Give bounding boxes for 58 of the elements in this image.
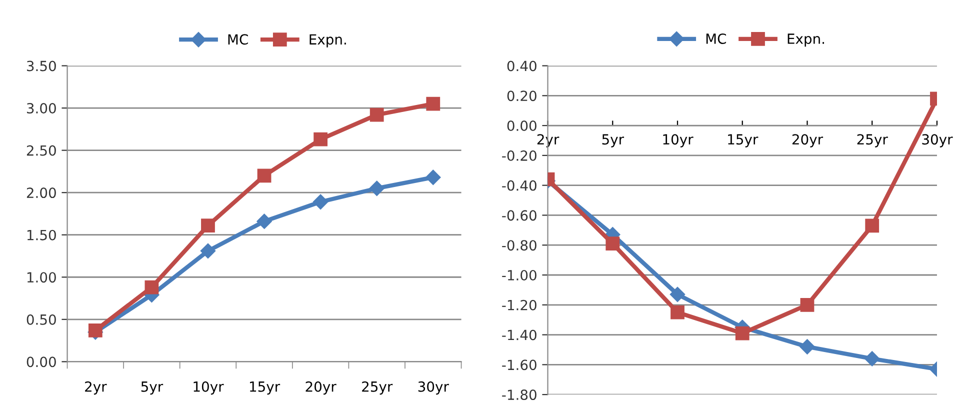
y-tick-label: -1.80: [502, 390, 536, 400]
point: [88, 323, 102, 338]
point: [670, 286, 686, 302]
point: [426, 170, 441, 185]
point: [370, 108, 384, 122]
x-tick-label: 10yr: [194, 381, 224, 395]
y-tick-label: -0.20: [502, 150, 536, 161]
x-tick-label: 5yr: [141, 382, 164, 395]
x-tick-label: 2yr: [537, 134, 560, 148]
point: [314, 132, 328, 146]
y-tick-label: -1.60: [502, 360, 536, 370]
x-tick-label: 20yr: [792, 134, 824, 148]
x-tick-label: 25yr: [857, 134, 888, 148]
y-tick-label: -1.40: [502, 330, 536, 340]
y-tick-label: 2.50: [26, 145, 56, 156]
y-tick-label: 2.00: [26, 188, 56, 198]
point: [800, 339, 815, 354]
point: [256, 214, 272, 229]
y-tick-label: -0.40: [502, 180, 536, 191]
point: [369, 180, 384, 196]
point: [865, 218, 880, 233]
x-tick-label: 30yr: [922, 134, 953, 148]
point: [735, 326, 750, 340]
legend-label: Expn.: [310, 34, 346, 48]
point: [312, 194, 328, 210]
y-tick-label: 0.50: [26, 314, 56, 325]
y-tick-label: 3.00: [26, 103, 56, 114]
y-tick-label: 1.50: [27, 230, 56, 240]
legend-label: MC: [228, 34, 248, 45]
x-tick-label: 15yr: [728, 134, 758, 148]
point: [800, 298, 814, 312]
y-tick-label: 3.50: [26, 60, 56, 72]
x-tick-label: 5yr: [602, 134, 624, 148]
point: [257, 168, 272, 183]
y-tick-label: -0.80: [502, 240, 536, 251]
point: [144, 280, 159, 294]
x-tick-label: 15yr: [250, 382, 280, 395]
point: [670, 305, 684, 320]
x-tick-label: 20yr: [306, 381, 336, 395]
y-tick-label: 1.00: [27, 272, 56, 283]
y-tick-label: 0.00: [507, 120, 536, 132]
y-tick-label: -0.60: [502, 210, 536, 221]
x-tick-label: 10yr: [663, 134, 694, 148]
y-tick-label: 0.00: [26, 356, 56, 368]
y-tick-label: -1.20: [502, 300, 536, 310]
legend-label: Expn.: [788, 34, 824, 47]
point: [606, 236, 620, 251]
x-tick-label: 25yr: [362, 381, 393, 395]
point: [426, 96, 440, 111]
point: [201, 218, 215, 232]
x-tick-label: 30yr: [418, 381, 449, 395]
point: [200, 243, 216, 258]
x-tick-label: 2yr: [85, 381, 107, 395]
legend-label: MC: [706, 33, 726, 44]
y-tick-label: -1.00: [502, 270, 536, 280]
y-tick-label: 0.40: [507, 60, 536, 72]
y-tick-label: 0.20: [507, 90, 536, 102]
point: [864, 351, 880, 366]
